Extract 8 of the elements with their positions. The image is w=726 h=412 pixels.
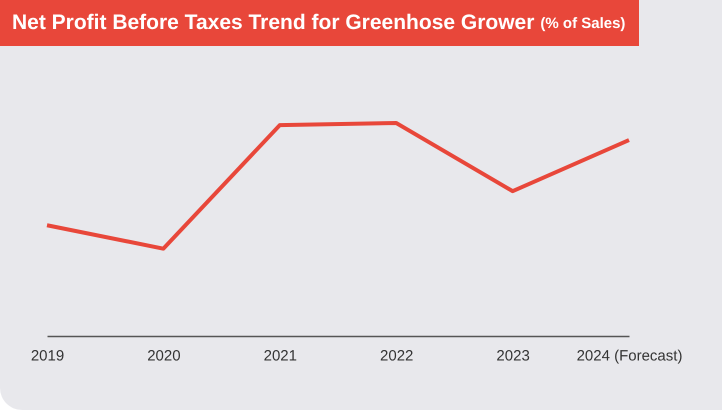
x-tick-label: 2019 <box>30 348 64 364</box>
x-tick-label: 2022 <box>380 348 414 364</box>
x-tick-label: 2021 <box>264 348 297 364</box>
x-tick-label: 2023 <box>496 348 530 364</box>
x-tick-label: 2024 (Forecast) <box>576 348 682 364</box>
x-tick-label: 2020 <box>147 348 181 364</box>
chart-title: Net Profit Before Taxes Trend for Greenhose Grower <box>12 11 534 35</box>
chart-subtitle: (% of Sales) <box>540 14 626 32</box>
